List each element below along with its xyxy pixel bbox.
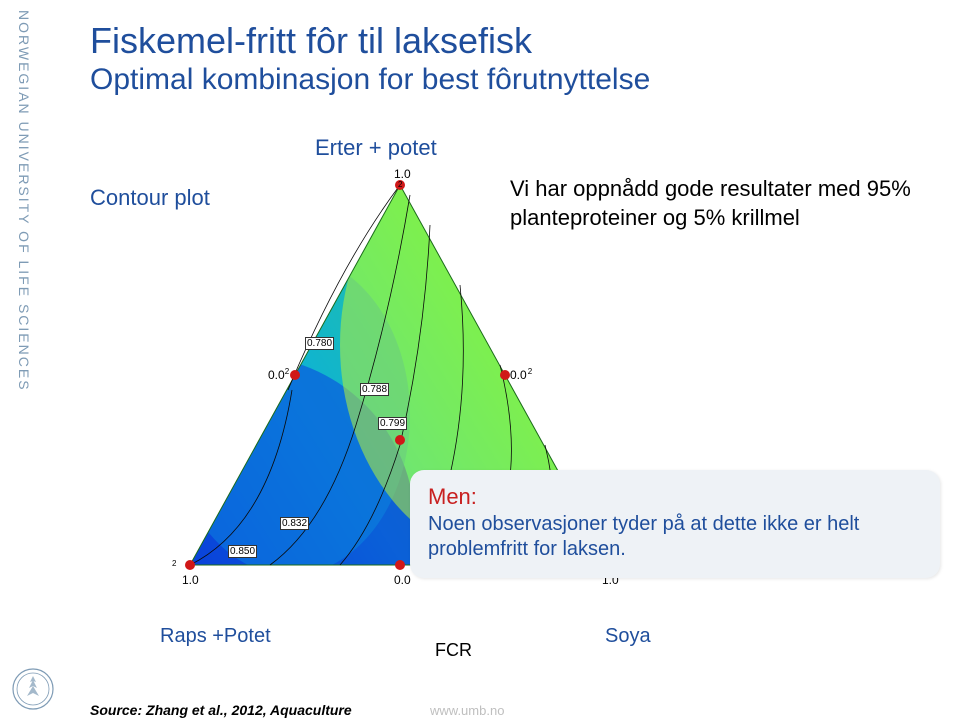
tick-bottom-mid: 0.0 — [394, 573, 411, 587]
tick-top: 1.0 — [394, 167, 411, 181]
tick-top-sup: 2 — [398, 180, 402, 195]
sidebar: NORWEGIAN UNIVERSITY OF LIFE SCIENCES — [0, 0, 60, 728]
callout-box: Men: Noen observasjoner tyder på at dett… — [410, 470, 940, 578]
contour-value-0: 0.780 — [305, 337, 334, 350]
callout-body: Noen observasjoner tyder på at dette ikk… — [428, 512, 922, 562]
response-variable-label: FCR — [435, 640, 472, 661]
contour-value-1: 0.788 — [360, 383, 389, 396]
source-citation: Source: Zhang et al., 2012, Aquaculture — [90, 702, 352, 718]
top-vertex-label: Erter + potet — [315, 135, 437, 161]
tick-mid-left: 0.02 — [268, 367, 289, 382]
institution-logo — [12, 668, 54, 710]
page-subtitle: Optimal kombinasjon for best fôrutnyttel… — [90, 63, 940, 97]
slide-content: Fiskemel-fritt fôr til laksefisk Optimal… — [90, 20, 940, 718]
institution-text: NORWEGIAN UNIVERSITY OF LIFE SCIENCES — [16, 10, 32, 392]
contour-value-2: 0.799 — [378, 417, 407, 430]
tick-bottom-left: 1.0 — [182, 573, 199, 587]
footer-url: www.umb.no — [430, 703, 504, 718]
contour-value-3: 0.832 — [280, 517, 309, 530]
callout-title: Men: — [428, 484, 922, 510]
tick-mid-right: 0.02 — [510, 367, 532, 382]
right-vertex-label: Soya — [605, 625, 651, 648]
tick-bottom-left-sup: 2 — [172, 559, 176, 574]
contour-value-4: 0.850 — [228, 545, 257, 558]
left-vertex-label: Raps +Potet — [160, 625, 271, 648]
page-title: Fiskemel-fritt fôr til laksefisk — [90, 20, 940, 61]
